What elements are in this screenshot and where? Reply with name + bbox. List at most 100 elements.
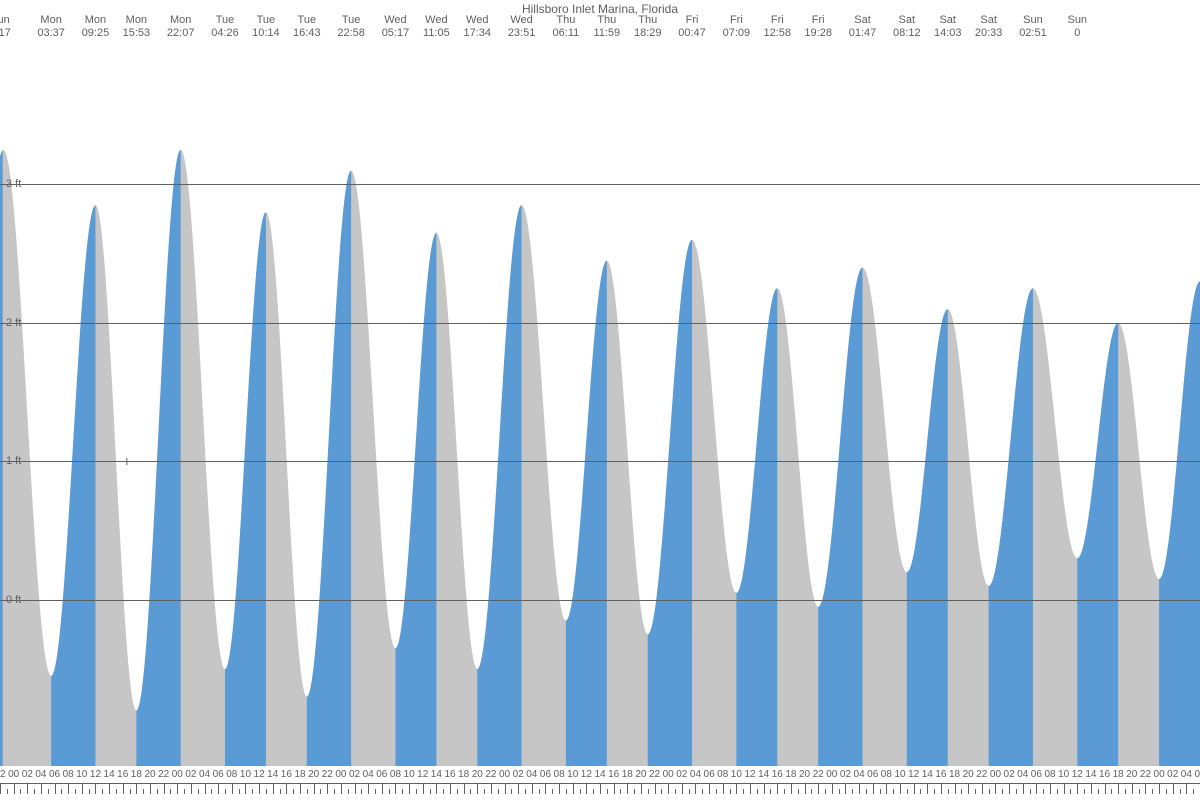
x-hour-label: 10 [240,769,251,780]
x-tick [539,789,540,794]
x-tick [55,784,56,794]
x-tick [655,784,656,794]
x-tick [668,784,669,794]
x-tick [205,784,206,794]
x-tick [280,789,281,794]
tide-series-blue [51,205,95,766]
gridline [0,600,1200,601]
top-label: Thu18:29 [634,14,662,40]
tide-series-blue [818,268,862,766]
top-label: Sun02:51 [1019,14,1047,40]
x-tick [709,784,710,794]
x-tick [805,784,806,794]
x-tick [34,789,35,794]
x-tick [818,784,819,794]
x-tick [464,784,465,794]
tide-series-blue [136,150,180,766]
x-hour-label: 16 [281,769,292,780]
x-hour-label: 22 [976,769,987,780]
x-hour-label: 06 [540,769,551,780]
x-tick [252,789,253,794]
x-tick [164,784,165,794]
x-tick [586,784,587,794]
x-tick [1002,789,1003,794]
x-tick [607,789,608,794]
x-tick [484,789,485,794]
x-tick [273,784,274,794]
x-tick [150,784,151,794]
top-label: Wed23:51 [508,14,536,40]
x-tick [730,789,731,794]
tide-series-blue [736,288,777,766]
x-hour-label: 00 [335,769,346,780]
x-tick [764,784,765,794]
x-tick [593,789,594,794]
x-tick [552,789,553,794]
x-hour-label: 18 [785,769,796,780]
x-tick [886,784,887,794]
x-tick [109,784,110,794]
tide-series-blue [1159,281,1200,766]
x-hour-label: 12 [581,769,592,780]
top-labels: Sun1:17Mon03:37Mon09:25Mon15:53Mon22:07T… [0,14,1200,44]
x-tick [1152,789,1153,794]
x-tick [1132,784,1133,794]
x-tick [436,784,437,794]
x-tick [1118,784,1119,794]
x-hour-label: 06 [1031,769,1042,780]
x-tick [368,784,369,794]
gridline [0,461,1200,462]
x-tick [559,784,560,794]
top-label: Fri00:47 [678,14,706,40]
x-tick [7,789,8,794]
x-tick [982,784,983,794]
x-tick [48,789,49,794]
top-label: Mon03:37 [37,14,65,40]
x-tick [961,789,962,794]
x-tick [641,784,642,794]
x-hour-label: 12 [744,769,755,780]
x-tick [491,784,492,794]
x-tick [402,789,403,794]
x-hour-label: 08 [554,769,565,780]
x-tick [880,789,881,794]
x-hour-label: 20 [308,769,319,780]
x-tick [1036,784,1037,794]
x-tick [416,789,417,794]
x-hour-label: 06 [49,769,60,780]
x-tick [123,784,124,794]
x-hour-label: 12 [1072,769,1083,780]
x-tick [995,784,996,794]
x-tick [225,789,226,794]
tide-series-blue [648,240,692,766]
x-hour-label: 20 [1126,769,1137,780]
x-tick [375,789,376,794]
x-tick [1098,789,1099,794]
x-tick [518,784,519,794]
x-tick [634,789,635,794]
top-label: Sat20:33 [975,14,1003,40]
x-tick [218,784,219,794]
x-tick [791,784,792,794]
x-hour-label: 14 [267,769,278,780]
x-hour-label: 16 [608,769,619,780]
tide-series-blue [0,150,3,766]
x-tick [266,789,267,794]
x-tick [1166,789,1167,794]
x-tick [1009,784,1010,794]
ytick-label: 1 ft [6,455,21,467]
x-tick [300,784,301,794]
x-tick [695,784,696,794]
x-hour-label: 18 [622,769,633,780]
x-hour-label: 22 [158,769,169,780]
x-hour-label: 06 [376,769,387,780]
x-tick [68,784,69,794]
top-label: Wed05:17 [382,14,410,40]
x-hour-label: 00 [499,769,510,780]
x-hour-label: 12 [90,769,101,780]
x-hour-label: 12 [417,769,428,780]
top-label: Wed17:34 [464,14,492,40]
x-tick [600,784,601,794]
x-tick [82,784,83,794]
x-hour-label: 10 [894,769,905,780]
